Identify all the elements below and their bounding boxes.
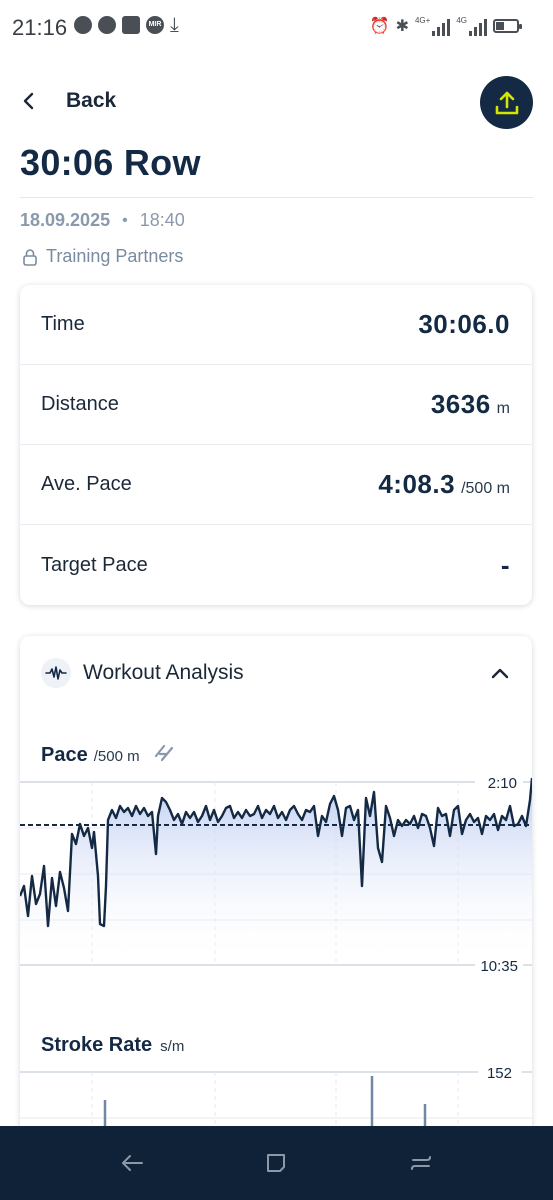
separator-dot: • (122, 211, 128, 229)
pace-unit: /500 m (93, 748, 140, 765)
page-title: 30:06 Row (20, 142, 201, 183)
nav-home-button[interactable] (256, 1143, 296, 1183)
back-button[interactable]: Back (22, 86, 116, 116)
status-time: 21:16 (12, 15, 68, 40)
stroke-rate-label: Stroke Rate (41, 1034, 153, 1056)
stat-number: 30:06.0 (418, 309, 510, 339)
status-bar: 21:16 MIR ⤓ ⏰ ✱ 4G+ 4G (0, 0, 553, 56)
share-button[interactable] (480, 76, 533, 129)
stroke-rate-chart-label: Stroke Rate s/m (41, 1034, 184, 1057)
y-tick-bottom: 10:35 (480, 958, 518, 975)
pace-chart: 2:10 10:35 (20, 776, 532, 975)
stat-value: 3636 m (431, 389, 510, 420)
y-tick-top: 2:10 (488, 776, 517, 792)
stat-number: 3636 (430, 389, 491, 419)
upload-icon (495, 91, 518, 114)
header: Back (0, 76, 553, 132)
signal-icon (432, 18, 451, 36)
workout-analysis-title: Workout Analysis (83, 661, 244, 684)
stats-card: Time 30:06.0 Distance 3636 m Ave. Pace 4… (20, 285, 532, 605)
stat-value: 30:06.0 (418, 309, 510, 340)
network-label-2: 4G (456, 16, 467, 25)
stat-label: Distance (41, 393, 119, 415)
network-label-1: 4G+ (414, 16, 431, 25)
stat-value: 4:08.3 /500 m (378, 469, 510, 500)
y-tick-top: 152 (487, 1065, 512, 1082)
battery-icon (493, 19, 522, 33)
chevron-up-icon[interactable] (488, 661, 512, 685)
pace-chart-label: Pace /500 m (41, 744, 174, 767)
recents-icon (410, 1156, 431, 1170)
stat-label: Ave. Pace (41, 473, 132, 495)
compare-icon[interactable] (154, 744, 174, 767)
chevron-left-icon (22, 86, 42, 116)
mir-icon: MIR (146, 16, 164, 34)
alarm-icon: ⏰ (369, 18, 390, 35)
puzzle-icon (122, 16, 140, 34)
back-label: Back (66, 89, 117, 112)
privacy-label: Training Partners (46, 246, 184, 266)
y-label-bg (475, 776, 523, 792)
y-label-bg (475, 955, 523, 975)
back-arrow-icon (122, 1155, 144, 1171)
system-icons: ⏰ ✱ 4G+ 4G (369, 16, 522, 36)
stroke-rate-chart: 152 (20, 1062, 532, 1132)
stat-label: Time (41, 313, 85, 335)
stat-unit: m (496, 400, 510, 417)
workout-analysis-card: Workout Analysis Pace /500 m 2:10 (20, 636, 532, 1196)
stat-number: - (500, 549, 510, 580)
stat-row-time: Time 30:06.0 (20, 285, 532, 365)
stat-value: - (501, 550, 510, 581)
download-icon: ⤓ (170, 14, 179, 36)
stat-row-target-pace: Target Pace - (20, 525, 532, 605)
pace-line (20, 777, 532, 928)
pace-label: Pace (41, 744, 88, 766)
stat-row-ave-pace: Ave. Pace 4:08.3 /500 m (20, 445, 532, 525)
stroke-rate-unit: s/m (160, 1038, 185, 1055)
stat-label: Target Pace (41, 553, 148, 576)
home-square-icon (267, 1154, 286, 1172)
stat-number: 4:08.3 (378, 469, 456, 499)
workout-time: 18:40 (139, 210, 185, 230)
workout-date: 18.09.2025 (20, 210, 111, 230)
waveform-icon (41, 658, 71, 688)
stat-unit: /500 m (461, 480, 510, 497)
stat-row-distance: Distance 3636 m (20, 365, 532, 445)
system-navigation-bar (0, 1126, 553, 1200)
signal-icon (469, 18, 487, 36)
privacy-setting[interactable]: Training Partners (22, 246, 183, 267)
notification-icons: MIR ⤓ (74, 14, 179, 36)
workout-analysis-header[interactable]: Workout Analysis (41, 658, 512, 688)
nav-back-button[interactable] (112, 1143, 152, 1183)
workout-datetime: 18.09.2025 • 18:40 (20, 210, 185, 231)
divider (20, 197, 533, 198)
lock-icon (23, 248, 37, 266)
chat-bubble-icon (98, 16, 116, 34)
y-label-bg (478, 1062, 522, 1082)
chat-bubble-icon (74, 16, 92, 34)
bluetooth-icon: ✱ (395, 18, 409, 35)
nav-recents-button[interactable] (401, 1143, 441, 1183)
